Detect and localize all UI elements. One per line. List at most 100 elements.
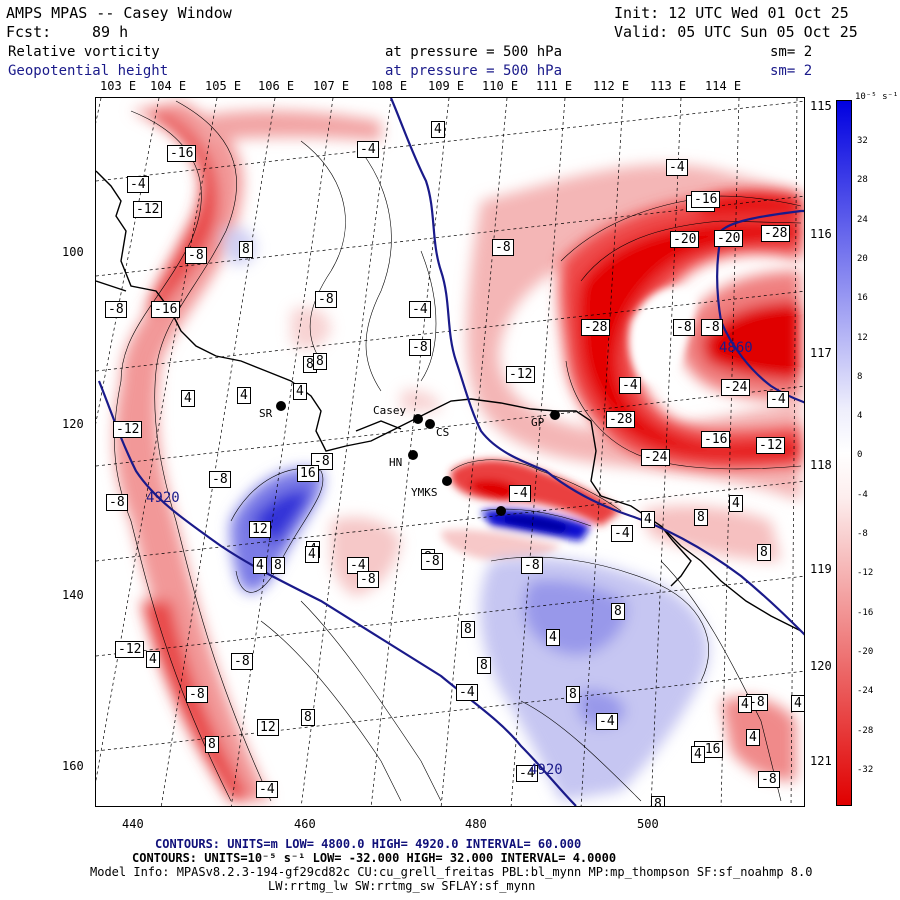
vorticity-label: 4 xyxy=(181,390,195,407)
vorticity-label: 8 xyxy=(611,603,625,620)
vorticity-label: -4 xyxy=(516,765,538,782)
height-label: 4860 xyxy=(719,340,753,356)
top-lon-label: 103 E xyxy=(100,79,137,93)
station-dot xyxy=(425,419,435,429)
top-lon-label: 105 E xyxy=(205,79,242,93)
vorticity-label: -16 xyxy=(167,145,197,162)
colorbar-label: 28 xyxy=(857,175,868,186)
meridian-line xyxy=(580,98,624,806)
station-label: CS xyxy=(436,426,450,439)
forecast-label: Fcst: xyxy=(6,23,52,41)
map-panel: -8-16-12-8-16-4-88448-8-4-4-8-8-848-4-48… xyxy=(95,97,805,807)
y-tick-label: 160 xyxy=(62,759,84,773)
vorticity-label: -20 xyxy=(714,230,744,247)
vorticity-contour-info: CONTOURS: UNITS=10⁻⁵ s⁻¹ LOW= -32.000 HI… xyxy=(132,851,617,865)
top-lon-label: 108 E xyxy=(371,79,408,93)
meridian-line xyxy=(510,98,566,806)
station-dot xyxy=(413,414,423,424)
meridian-line xyxy=(96,98,102,124)
colorbar xyxy=(836,100,852,806)
field2-level: at pressure = 500 hPa xyxy=(385,63,563,79)
model-info: Model Info: MPASv8.2.3-194-gf29cd82c CU:… xyxy=(90,865,813,879)
station-label: SR xyxy=(259,407,273,420)
vorticity-shading xyxy=(114,101,801,801)
station-dot xyxy=(550,410,560,420)
vorticity-label: -8 xyxy=(421,553,443,570)
vorticity-label: -8 xyxy=(673,319,695,336)
vorticity-label: -12 xyxy=(756,437,786,454)
meridian-line xyxy=(300,98,392,806)
vorticity-label: -4 xyxy=(596,713,618,730)
model-info-line2: LW:rrtmg_lw SW:rrtmg_sw SFLAY:sf_mynn xyxy=(268,879,536,893)
geopotential-contours xyxy=(97,98,804,806)
vorticity-label: -4 xyxy=(509,485,531,502)
vorticity-label: -12 xyxy=(115,641,145,658)
vorticity-map xyxy=(96,98,804,806)
vorticity-label: -4 xyxy=(666,159,688,176)
vorticity-label: 8 xyxy=(477,657,491,674)
forecast-hour: 89 h xyxy=(92,23,129,41)
colorbar-label: -16 xyxy=(857,607,874,618)
station-label: Casey xyxy=(373,404,407,417)
top-lon-label: 112 E xyxy=(593,79,630,93)
top-lon-label: 114 E xyxy=(705,79,742,93)
x-tick-label: 440 xyxy=(122,817,144,831)
vorticity-label: 4 xyxy=(546,629,560,646)
vorticity-label: -4 xyxy=(256,781,278,798)
vorticity-label: 8 xyxy=(205,736,219,753)
vorticity-label: -4 xyxy=(611,525,633,542)
vorticity-label: -16 xyxy=(701,431,731,448)
vorticity-label: 8 xyxy=(651,796,665,806)
colorbar-label: -28 xyxy=(857,725,874,736)
station-markers xyxy=(276,401,560,516)
init-time: Init: 12 UTC Wed 01 Oct 25 xyxy=(614,4,849,22)
station-dot xyxy=(496,506,506,516)
vorticity-label: 16 xyxy=(297,465,319,482)
vorticity-label: 4 xyxy=(431,121,445,138)
vorticity-label: -20 xyxy=(670,231,700,248)
vorticity-label: -16 xyxy=(691,191,721,208)
vorticity-label: 4 xyxy=(641,511,655,528)
field1-level: at pressure = 500 hPa xyxy=(385,44,563,60)
map-title: AMPS MPAS -- Casey Window xyxy=(6,4,232,22)
vorticity-label: 8 xyxy=(313,353,327,370)
vorticity-label: -8 xyxy=(701,319,723,336)
top-lon-label: 113 E xyxy=(650,79,687,93)
vorticity-label: -28 xyxy=(761,225,791,242)
vorticity-label: 8 xyxy=(694,509,708,526)
vorticity-label: -8 xyxy=(409,339,431,356)
vorticity-label: -8 xyxy=(231,653,253,670)
vorticity-label: -8 xyxy=(106,494,128,511)
vorticity-label: -8 xyxy=(357,571,379,588)
vorticity-label: 4 xyxy=(738,696,752,713)
vorticity-label: -28 xyxy=(581,319,611,336)
parallel-line xyxy=(96,100,804,182)
parallel-line xyxy=(96,480,804,562)
top-lon-label: 104 E xyxy=(150,79,187,93)
vorticity-label: 4 xyxy=(305,546,319,563)
colorbar-label: -24 xyxy=(857,686,874,697)
vorticity-label: 4 xyxy=(729,495,743,512)
vorticity-label: -8 xyxy=(105,301,127,318)
vorticity-label: -4 xyxy=(619,377,641,394)
parallel-line xyxy=(96,290,804,372)
meridian-line xyxy=(720,98,740,806)
height-contour-info: CONTOURS: UNITS=m LOW= 4800.0 HIGH= 4920… xyxy=(155,837,582,851)
colorbar-label: 20 xyxy=(857,253,868,264)
vorticity-label: -8 xyxy=(521,557,543,574)
vorticity-label: 4 xyxy=(237,387,251,404)
vorticity-label: 8 xyxy=(239,241,253,258)
top-lon-label: 107 E xyxy=(313,79,350,93)
colorbar-label: -12 xyxy=(857,568,874,579)
x-tick-label: 460 xyxy=(294,817,316,831)
top-lon-label: 109 E xyxy=(428,79,465,93)
x-tick-label: 480 xyxy=(465,817,487,831)
height-label: 4920 xyxy=(146,490,180,506)
field2-smoothing: sm= 2 xyxy=(770,63,813,79)
vorticity-label: -8 xyxy=(758,771,780,788)
meridian-line xyxy=(440,98,508,806)
parallel-line xyxy=(96,385,804,467)
vorticity-label: 4 xyxy=(791,695,804,712)
vorticity-label: -8 xyxy=(185,247,207,264)
vorticity-label: -12 xyxy=(113,421,143,438)
